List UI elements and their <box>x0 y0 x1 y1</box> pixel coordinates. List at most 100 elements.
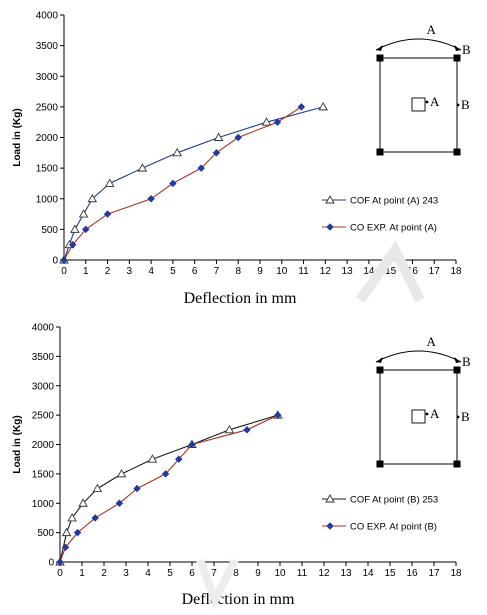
data-point-series-2 <box>133 484 141 493</box>
x-tick-label: 0 <box>61 266 67 277</box>
x-tick-label: 11 <box>298 266 309 277</box>
inset-inner-square <box>411 409 426 424</box>
data-point-series-1 <box>67 513 77 522</box>
data-point-series-1 <box>213 132 224 141</box>
data-point-series-1 <box>104 178 115 187</box>
y-axis-label: Load in (Kg) <box>12 415 23 473</box>
inset-corner-bar <box>376 54 384 62</box>
data-point-series-1 <box>61 527 72 537</box>
inset-arc <box>375 38 462 51</box>
data-point-series-1 <box>137 163 148 172</box>
data-point-series-2 <box>274 411 282 419</box>
x-tick-label: 5 <box>170 266 176 277</box>
x-tick-label: 13 <box>342 266 354 277</box>
inset-label-right: B <box>461 409 470 424</box>
x-tick-label: 14 <box>362 568 374 579</box>
data-point-series-1 <box>70 224 80 233</box>
x-tick-label: 11 <box>297 568 308 579</box>
y-axis-label: Load in (Kg) <box>12 108 23 166</box>
y-tick-label: 3000 <box>36 72 59 83</box>
data-point-series-1 <box>147 454 158 463</box>
inset-label-center: A <box>430 94 440 109</box>
inset-label-center: A <box>430 406 440 421</box>
inset-corner-bar <box>453 148 461 156</box>
data-point-series-2 <box>115 499 124 507</box>
inset-label-right-top: B <box>462 42 471 57</box>
inset-label-top: A <box>427 22 437 37</box>
inset-label-right: B <box>461 97 470 112</box>
x-tick-label: 3 <box>127 266 133 277</box>
inset-point-b <box>456 103 460 107</box>
x-tick-label: 17 <box>429 266 441 277</box>
x-tick-label: 7 <box>211 568 217 579</box>
section-inset-diagram: A B A B <box>375 334 471 468</box>
data-point-series-1 <box>92 483 103 493</box>
legend-marker <box>326 223 334 231</box>
data-point-series-1 <box>78 209 89 218</box>
x-tick-label: 6 <box>192 266 198 277</box>
section-inset-diagram: A B A B <box>375 22 471 156</box>
watermark-stroke <box>355 240 425 303</box>
x-tick-label: 16 <box>407 266 419 277</box>
data-point-series-2 <box>243 426 251 434</box>
y-tick-label: 0 <box>48 558 54 569</box>
series-line-2 <box>63 106 302 261</box>
y-tick-label: 3500 <box>32 352 55 363</box>
y-tick-label: 2000 <box>36 133 59 144</box>
x-tick-label: 17 <box>428 568 440 579</box>
y-tick-label: 1000 <box>36 194 59 205</box>
watermark-stroke <box>196 558 239 610</box>
series-line-1 <box>59 414 278 563</box>
data-point-series-2 <box>234 133 242 142</box>
y-tick-label: 2500 <box>36 102 59 113</box>
y-tick-label: 1500 <box>32 469 55 480</box>
x-tick-label: 12 <box>320 266 332 277</box>
data-point-series-2 <box>68 240 77 249</box>
y-tick-label: 500 <box>37 528 54 539</box>
legend-label: CO EXP. At point (B) <box>350 522 437 533</box>
x-tick-label: 10 <box>274 568 286 579</box>
x-tick-label: 8 <box>233 568 239 579</box>
data-point-series-2 <box>147 195 155 203</box>
inset-corner-bar <box>376 148 384 156</box>
legend-label: COF At point (B) 253 <box>350 495 438 506</box>
data-point-series-1 <box>172 147 183 157</box>
data-point-series-2 <box>61 543 70 552</box>
y-tick-label: 2500 <box>32 411 55 422</box>
inset-arc <box>375 350 462 363</box>
x-tick-label: 7 <box>214 266 220 277</box>
legend-marker <box>325 494 335 503</box>
y-tick-label: 3500 <box>36 41 59 52</box>
x-tick-label: 10 <box>276 266 288 277</box>
x-tick-label: 18 <box>450 568 462 579</box>
data-point-series-2 <box>91 514 99 522</box>
x-tick-label: 4 <box>148 266 154 277</box>
x-tick-label: 0 <box>57 568 63 579</box>
y-tick-label: 2000 <box>32 440 55 451</box>
data-point-series-2 <box>161 470 170 478</box>
inset-corner-bar <box>376 366 384 374</box>
data-point-series-1 <box>116 468 127 478</box>
legend-label: COF At point (A) 243 <box>350 196 438 207</box>
inset-point-a <box>425 100 429 104</box>
data-point-series-2 <box>103 210 112 218</box>
x-tick-label: 4 <box>145 568 151 579</box>
y-tick-label: 500 <box>41 225 58 236</box>
x-tick-label: 6 <box>189 568 195 579</box>
inset-label-top: A <box>427 334 437 349</box>
y-tick-label: 0 <box>52 256 58 267</box>
inset-corner-bar <box>453 54 461 62</box>
data-point-series-2 <box>297 103 306 111</box>
inset-inner-square <box>411 97 426 112</box>
data-point-series-2 <box>82 225 90 234</box>
x-tick-label: 12 <box>318 568 330 579</box>
data-point-series-2 <box>197 164 205 172</box>
data-point-series-1 <box>261 117 272 126</box>
x-tick-label: 3 <box>123 568 129 579</box>
inset-corner-bar <box>453 460 461 468</box>
x-tick-label: 9 <box>257 266 263 277</box>
